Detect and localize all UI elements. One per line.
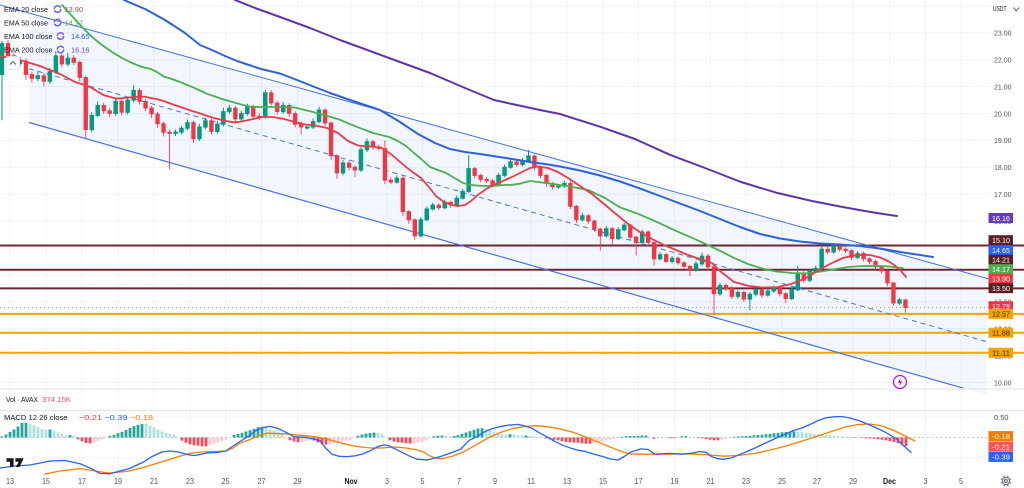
svg-text:-0.21: -0.21 [992, 442, 1010, 451]
svg-text:−0.18: −0.18 [130, 413, 153, 422]
svg-text:21: 21 [150, 477, 158, 486]
svg-text:13: 13 [563, 477, 571, 486]
svg-text:21: 21 [707, 477, 715, 486]
svg-text:15.10: 15.10 [992, 236, 1010, 245]
svg-text:11.11: 11.11 [992, 349, 1010, 358]
svg-text:14.17: 14.17 [65, 18, 84, 27]
svg-text:23.00: 23.00 [994, 29, 1012, 38]
svg-text:-0.18: -0.18 [992, 432, 1010, 441]
svg-text:29: 29 [294, 477, 302, 486]
svg-text:13.90: 13.90 [992, 274, 1010, 283]
svg-text:23: 23 [186, 477, 194, 486]
svg-text:EMA 100 close: EMA 100 close [4, 32, 53, 41]
svg-text:23: 23 [742, 477, 750, 486]
svg-text:MACD 12 26 close: MACD 12 26 close [4, 413, 68, 422]
svg-text:14.21: 14.21 [992, 256, 1010, 265]
svg-text:0.50: 0.50 [994, 413, 1009, 422]
svg-text:14.17: 14.17 [992, 265, 1010, 274]
svg-text:11: 11 [527, 477, 536, 486]
svg-text:5: 5 [421, 477, 425, 486]
svg-text:5: 5 [959, 477, 963, 486]
svg-text:10.00: 10.00 [994, 378, 1012, 387]
svg-text:−0.39: −0.39 [105, 413, 128, 422]
svg-text:3: 3 [924, 477, 928, 486]
svg-text:15: 15 [599, 477, 607, 486]
svg-text:15: 15 [42, 477, 50, 486]
svg-text:17.00: 17.00 [994, 190, 1012, 199]
svg-text:17: 17 [635, 477, 643, 486]
svg-text:17: 17 [78, 477, 86, 486]
svg-text:Nov: Nov [345, 477, 358, 486]
svg-text:EMA 200 close: EMA 200 close [4, 45, 53, 54]
svg-text:9: 9 [493, 477, 497, 486]
svg-text:19: 19 [671, 477, 679, 486]
svg-text:22.00: 22.00 [994, 56, 1012, 65]
svg-text:13: 13 [6, 477, 14, 486]
svg-text:14.65: 14.65 [992, 246, 1010, 255]
svg-text:-0.39: -0.39 [992, 453, 1010, 462]
svg-text:14.65: 14.65 [71, 32, 90, 41]
svg-text:7: 7 [457, 477, 461, 486]
svg-text:16.16: 16.16 [71, 45, 90, 54]
svg-text:Dec: Dec [883, 477, 896, 486]
svg-text:12.57: 12.57 [992, 310, 1010, 319]
svg-text:21.00: 21.00 [994, 82, 1012, 91]
svg-text:EMA 20 close: EMA 20 close [4, 5, 48, 14]
svg-text:19: 19 [114, 477, 122, 486]
svg-text:3: 3 [385, 477, 389, 486]
svg-text:374.15K: 374.15K [42, 395, 71, 404]
svg-text:20.00: 20.00 [994, 109, 1012, 118]
svg-text:12.79: 12.79 [992, 302, 1010, 311]
svg-text:11.88: 11.88 [992, 329, 1010, 338]
svg-text:27: 27 [813, 477, 821, 486]
svg-text:19.00: 19.00 [994, 136, 1012, 145]
svg-text:USDT: USDT [993, 4, 1007, 13]
svg-text:−0.21: −0.21 [79, 413, 102, 422]
svg-text:29: 29 [849, 477, 857, 486]
svg-text:25: 25 [222, 477, 230, 486]
svg-text:27: 27 [258, 477, 266, 486]
svg-text:Vol · AVAX: Vol · AVAX [6, 395, 38, 404]
svg-text:13.90: 13.90 [65, 5, 84, 14]
svg-text:13.50: 13.50 [992, 284, 1010, 293]
svg-text:18.00: 18.00 [994, 163, 1012, 172]
svg-text:EMA 50 close: EMA 50 close [4, 18, 48, 27]
svg-text:16.16: 16.16 [992, 214, 1010, 223]
svg-text:25: 25 [778, 477, 786, 486]
